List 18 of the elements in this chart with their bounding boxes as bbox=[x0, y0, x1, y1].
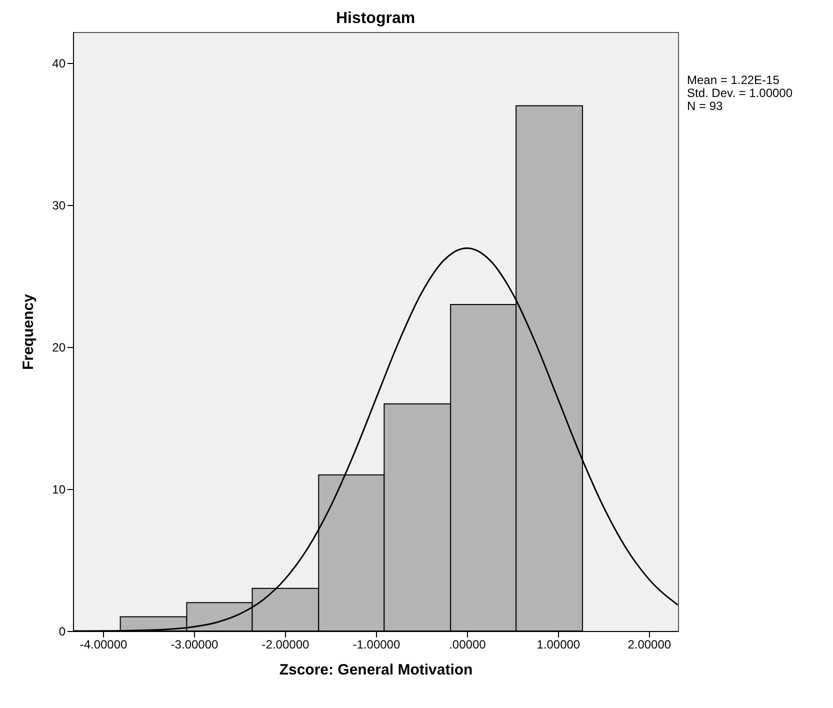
x-tick-label: 2.00000 bbox=[628, 638, 672, 652]
y-axis-title: Frequency bbox=[20, 293, 38, 370]
x-tick-label: 1.00000 bbox=[536, 638, 580, 652]
y-tick-label: 0 bbox=[58, 624, 66, 638]
y-tick-label: 40 bbox=[52, 56, 66, 71]
text: N = 93 bbox=[687, 99, 724, 113]
x-axis-title: Zscore: General Motivation bbox=[279, 662, 473, 678]
text: Std. Dev. = 1.00000 bbox=[687, 86, 793, 100]
chart-title: Histogram bbox=[336, 10, 416, 27]
x-tick-label: -1.00000 bbox=[352, 638, 400, 652]
text: Mean = 1.22E-15 bbox=[687, 73, 780, 87]
y-tick-label: 10 bbox=[52, 482, 66, 497]
y-tick-label: 20 bbox=[52, 340, 66, 355]
x-tick-label: -2.00000 bbox=[262, 638, 310, 652]
x-tick-label: .00000 bbox=[449, 638, 486, 652]
y-tick-label: 30 bbox=[52, 198, 66, 213]
x-tick-label: -3.00000 bbox=[170, 638, 219, 652]
x-tick-label: -4.00000 bbox=[80, 638, 128, 652]
